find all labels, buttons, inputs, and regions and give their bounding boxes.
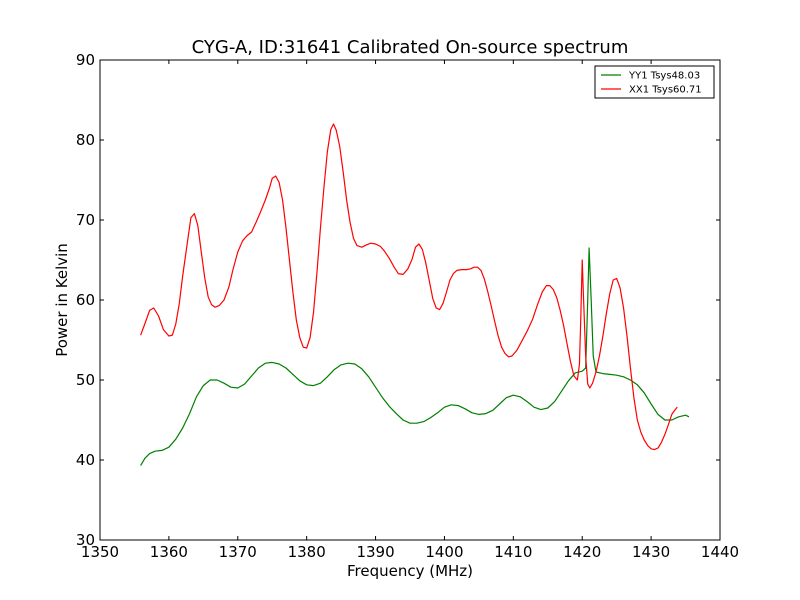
x-tick-label: 1420 [563,543,601,561]
x-tick-label: 1360 [150,543,188,561]
series-line-0 [140,247,690,466]
legend-label-0: YY1 Tsys48.03 [628,71,700,82]
x-tick-label: 1400 [425,543,463,561]
y-tick-label: 30 [76,531,95,549]
legend-label-1: XX1 Tsys60.71 [629,85,702,96]
y-tick-label: 40 [76,451,95,469]
x-tick-label: 1350 [81,543,119,561]
chart-title: CYG-A, ID:31641 Calibrated On-source spe… [192,37,629,58]
x-tick-label: 1440 [701,543,739,561]
y-tick-label: 90 [76,51,95,69]
x-tick-label: 1430 [632,543,670,561]
x-axis-label: Frequency (MHz) [347,562,473,580]
y-tick-label: 80 [76,131,95,149]
y-tick-label: 50 [76,371,95,389]
series-line-1 [140,123,678,451]
legend-box [594,65,715,99]
x-tick-label: 1410 [494,543,532,561]
legend: YY1 Tsys48.03 XX1 Tsys60.71 [594,65,715,99]
x-tick-label: 1370 [219,543,257,561]
y-tick-label: 70 [76,211,95,229]
y-tick-label: 60 [76,291,95,309]
axis-ticks: 1350 1360 1370 1380 1390 1400 1410 1420 1430 1440… [76,51,739,561]
x-tick-label: 1390 [356,543,394,561]
x-tick-label: 1380 [288,543,326,561]
y-axis-label: Power in Kelvin [53,243,71,357]
